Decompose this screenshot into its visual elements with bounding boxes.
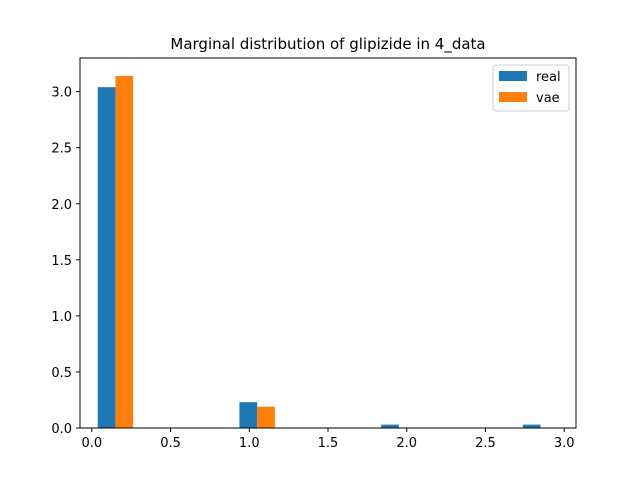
legend: real vae xyxy=(492,64,570,112)
y-tick-label-5: 2.5 xyxy=(51,142,72,157)
bar-vae-0 xyxy=(115,75,134,428)
bar-real-2 xyxy=(381,424,399,428)
bars-group xyxy=(97,75,541,428)
y-tick-label-2: 1.0 xyxy=(51,310,72,325)
bar-real-1 xyxy=(239,402,258,428)
bar-real-0 xyxy=(97,87,116,428)
x-axis: 0.0 0.5 1.0 1.5 2.0 2.5 3.0 xyxy=(81,428,575,451)
legend-label-vae: vae xyxy=(536,91,560,106)
y-tick-label-0: 0.0 xyxy=(51,422,72,437)
legend-swatch-vae xyxy=(499,92,527,102)
y-tick-label-6: 3.0 xyxy=(51,86,72,101)
x-tick-label-0: 0.0 xyxy=(81,436,102,451)
x-tick-label-6: 3.0 xyxy=(554,436,575,451)
legend-swatch-real xyxy=(499,71,527,81)
y-tick-label-1: 0.5 xyxy=(51,366,72,381)
x-tick-label-1: 0.5 xyxy=(160,436,181,451)
y-tick-label-4: 2.0 xyxy=(51,198,72,213)
chart-title: Marginal distribution of glipizide in 4_… xyxy=(170,35,485,54)
x-tick-label-5: 2.5 xyxy=(475,436,496,451)
y-tick-label-3: 1.5 xyxy=(51,254,72,269)
y-axis: 0.0 0.5 1.0 1.5 2.0 2.5 3.0 xyxy=(51,86,80,437)
bar-real-3 xyxy=(522,424,541,428)
legend-label-real: real xyxy=(536,70,561,85)
bar-vae-1 xyxy=(257,406,275,428)
x-tick-label-4: 2.0 xyxy=(396,436,417,451)
x-tick-label-3: 1.5 xyxy=(318,436,339,451)
x-tick-label-2: 1.0 xyxy=(239,436,260,451)
